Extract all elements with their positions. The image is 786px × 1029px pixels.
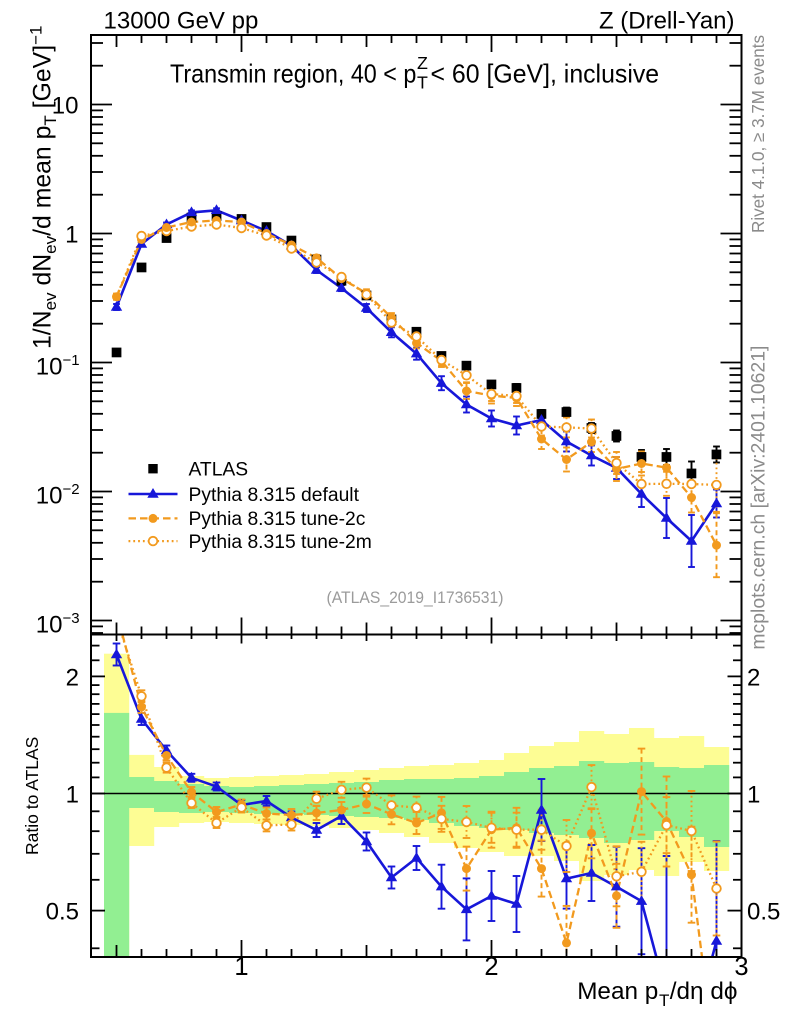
- svg-text:T: T: [659, 991, 669, 1010]
- svg-text:10: 10: [36, 354, 63, 381]
- svg-text:Pythia 8.315 tune-2m: Pythia 8.315 tune-2m: [189, 532, 372, 553]
- svg-text:Pythia 8.315 tune-2c: Pythia 8.315 tune-2c: [189, 509, 366, 530]
- svg-text:Rivet 4.1.0, ≥ 3.7M events: Rivet 4.1.0, ≥ 3.7M events: [748, 35, 768, 233]
- svg-text:2: 2: [484, 953, 498, 981]
- svg-text:T: T: [417, 73, 428, 93]
- svg-text:0.5: 0.5: [747, 899, 780, 926]
- svg-text:2: 2: [747, 664, 760, 691]
- svg-text:1: 1: [747, 782, 760, 809]
- svg-text:Pythia 8.315 default: Pythia 8.315 default: [189, 485, 360, 506]
- svg-text:1: 1: [234, 953, 248, 981]
- svg-text:−3: −3: [63, 610, 80, 627]
- svg-text:Mean p: Mean p: [577, 978, 658, 1005]
- svg-text:Ratio to ATLAS: Ratio to ATLAS: [22, 737, 42, 855]
- svg-text:10: 10: [52, 93, 79, 120]
- svg-text:10: 10: [36, 612, 63, 639]
- svg-text:−1: −1: [63, 352, 80, 369]
- svg-text:Z (Drell-Yan): Z (Drell-Yan): [599, 8, 735, 35]
- svg-text:−2: −2: [63, 481, 80, 498]
- svg-text:(ATLAS_2019_I1736531): (ATLAS_2019_I1736531): [327, 589, 504, 607]
- svg-text:1: 1: [65, 222, 78, 249]
- svg-text:10: 10: [36, 483, 63, 510]
- svg-text:mcplots.cern.ch [arXiv:2401.10: mcplots.cern.ch [arXiv:2401.10621]: [749, 346, 770, 650]
- svg-text:1: 1: [66, 782, 79, 809]
- svg-text:Transmin region, 40 < p: Transmin region, 40 < p: [170, 59, 416, 89]
- svg-text:2: 2: [66, 664, 79, 691]
- svg-text:3: 3: [734, 953, 748, 981]
- svg-text:Z: Z: [417, 53, 428, 73]
- svg-text:0.5: 0.5: [46, 899, 79, 926]
- svg-text:13000 GeV pp: 13000 GeV pp: [104, 8, 259, 35]
- svg-text:ATLAS: ATLAS: [189, 460, 249, 481]
- svg-text:< 60 [GeV], inclusive: < 60 [GeV], inclusive: [431, 59, 660, 89]
- svg-text:/dη dϕ: /dη dϕ: [670, 978, 738, 1005]
